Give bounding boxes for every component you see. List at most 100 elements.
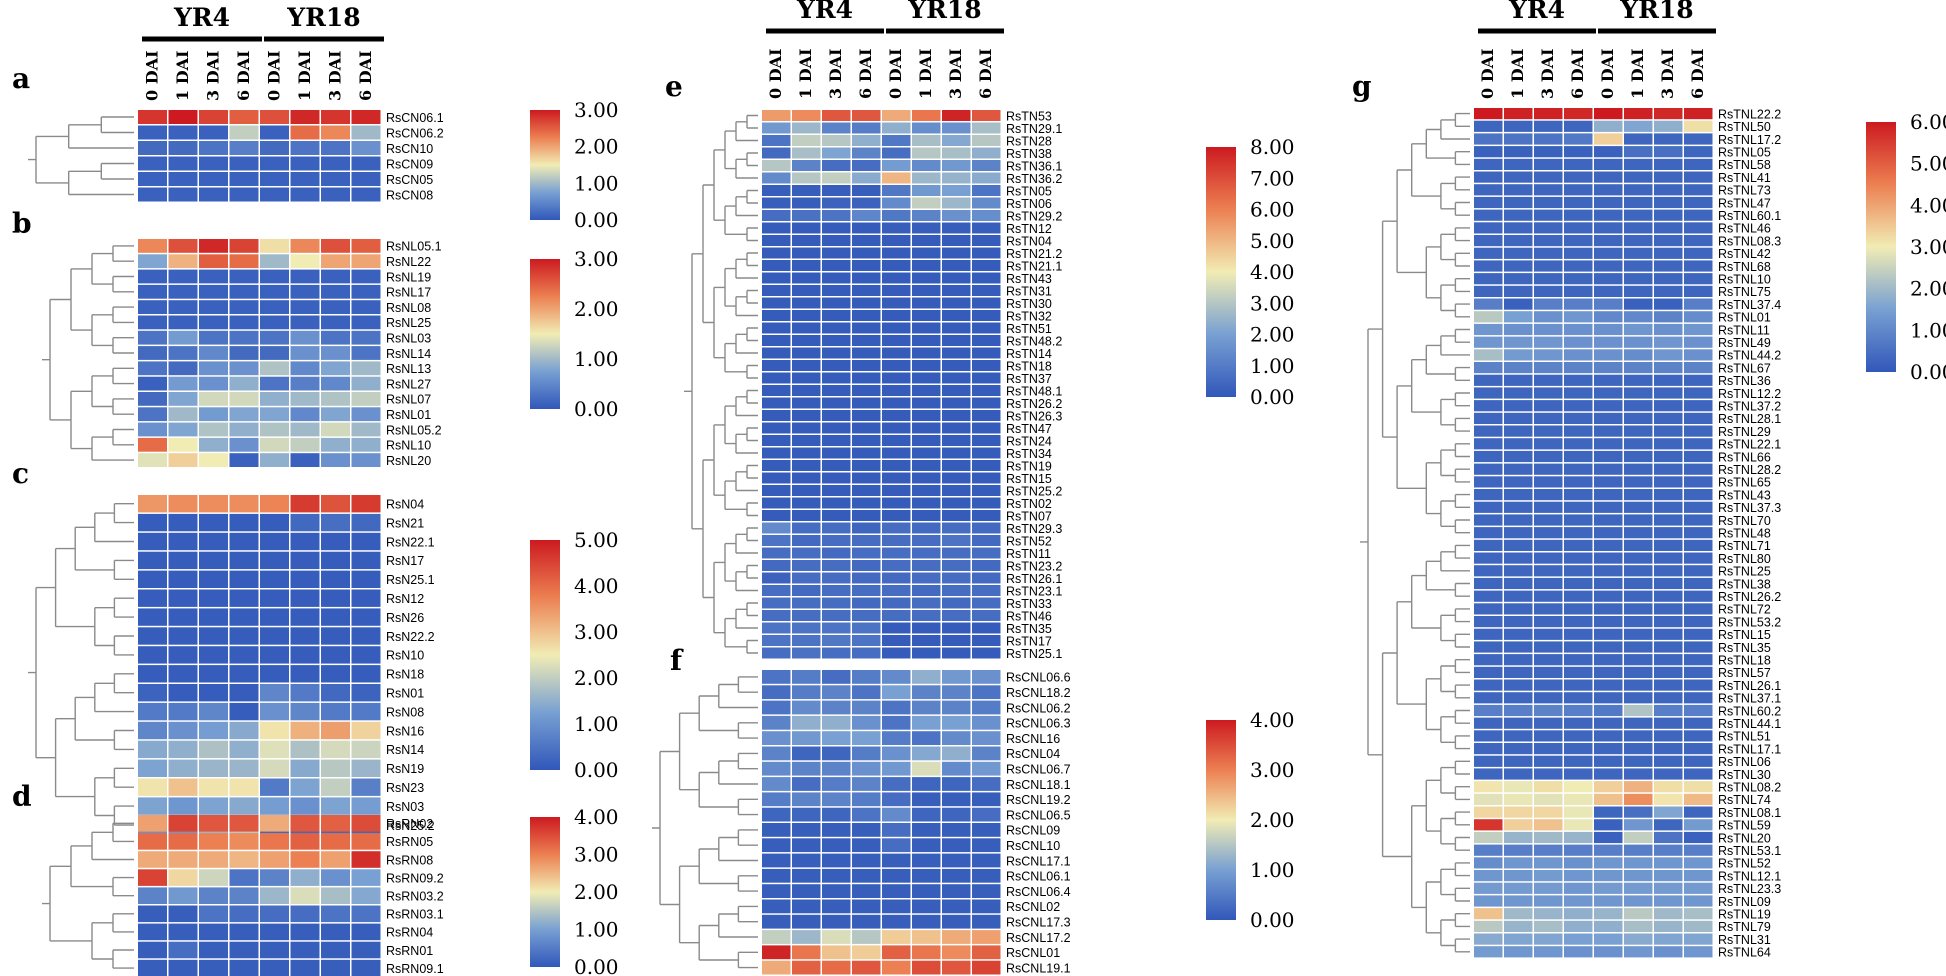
heatmap-cell-g	[1624, 679, 1653, 691]
heatmap-cell-g	[1564, 730, 1593, 742]
heatmap-cell-c	[199, 532, 228, 551]
heatmap-cell-c	[229, 721, 259, 740]
heatmap-cell-f	[822, 670, 851, 684]
heatmap-cell-g	[1594, 171, 1623, 183]
heatmap-cell-e	[942, 585, 971, 596]
heatmap-cell-e	[882, 147, 911, 159]
heatmap-cell-e	[942, 460, 971, 471]
heatmap-cell-g	[1624, 641, 1653, 653]
heatmap-cell-a	[290, 187, 320, 202]
heatmap-cell-g	[1594, 565, 1623, 577]
heatmap-cell-g	[1564, 196, 1593, 209]
heatmap-cell-d	[260, 941, 289, 959]
heatmap-cell-e	[822, 447, 851, 459]
heatmap-cell-e	[972, 435, 1001, 446]
heatmap-cell-e	[882, 535, 911, 546]
heatmap-cell-f	[882, 700, 911, 715]
heatmap-cell-g	[1654, 387, 1683, 399]
heatmap-cell-c	[168, 759, 198, 777]
row-label-c: RsN12	[386, 592, 424, 606]
heatmap-cell-d	[199, 941, 228, 959]
heatmap-cell-f	[762, 746, 791, 761]
heatmap-cell-g	[1504, 463, 1533, 475]
heatmap-cell-g	[1624, 463, 1653, 475]
heatmap-cell-b	[321, 315, 350, 330]
heatmap-cell-a	[260, 156, 289, 171]
heatmap-cell-g	[1594, 908, 1623, 920]
heatmap-cell-c	[199, 797, 228, 815]
heatmap-cell-f	[972, 777, 1001, 791]
heatmap-cell-f	[822, 960, 851, 975]
heatmap-cell-f	[942, 930, 971, 944]
heatmap-cell-b	[260, 346, 289, 360]
heatmap-cell-e	[762, 122, 791, 134]
heatmap-cell-c	[260, 721, 289, 740]
heatmap-cell-c	[351, 797, 381, 815]
heatmap-cell-e	[942, 497, 971, 509]
heatmap-cell-g	[1654, 654, 1683, 666]
row-label-g: RsTNL28.1	[1718, 412, 1781, 426]
heatmap-cell-g	[1624, 857, 1653, 869]
heatmap-cell-a	[290, 141, 320, 155]
heatmap-cell-b	[260, 239, 289, 253]
heatmap-cell-e	[942, 422, 971, 434]
heatmap-cell-g	[1564, 133, 1593, 145]
heatmap-cell-c	[290, 589, 320, 607]
heatmap-cell-g	[1474, 882, 1503, 894]
row-label-c: RsN19	[386, 762, 424, 776]
heatmap-cell-g	[1504, 679, 1533, 691]
heatmap-cell-e	[972, 597, 1001, 609]
heatmap-cell-f	[762, 731, 791, 745]
heatmap-cell-b	[138, 376, 167, 391]
heatmap-cell-g	[1624, 196, 1653, 209]
heatmap-cell-g	[1654, 374, 1683, 386]
row-label-e: RsTN48.1	[1006, 384, 1062, 398]
heatmap-cell-e	[852, 447, 881, 459]
heatmap-cell-e	[852, 147, 881, 159]
heatmap-cell-g	[1564, 844, 1593, 856]
heatmap-cell-e	[972, 272, 1001, 284]
heatmap-cell-g	[1534, 387, 1563, 399]
heatmap-cell-g	[1684, 946, 1713, 958]
heatmap-cell-g	[1654, 755, 1683, 767]
heatmap-cell-d	[351, 941, 381, 959]
heatmap-cell-g	[1504, 400, 1533, 412]
heatmap-cell-e	[882, 635, 911, 646]
heatmap-cell-g	[1534, 311, 1563, 323]
heatmap-cell-g	[1504, 692, 1533, 704]
row-label-g: RsTNL37.4	[1718, 298, 1781, 312]
heatmap-cell-g	[1504, 730, 1533, 742]
row-label-g: RsTNL15	[1718, 628, 1771, 642]
heatmap-cell-f	[912, 792, 941, 807]
heatmap-cell-f	[972, 685, 1001, 700]
heatmap-cell-e	[972, 360, 1001, 371]
heatmap-cell-g	[1594, 298, 1623, 310]
heatmap-cell-e	[852, 135, 881, 146]
heatmap-cell-e	[972, 422, 1001, 434]
heatmap-cell-b	[260, 407, 289, 422]
row-label-e: RsTN23.1	[1006, 584, 1062, 598]
heatmap-cell-g	[1684, 806, 1713, 818]
heatmap-cell-g	[1624, 438, 1653, 450]
heatmap-cell-g	[1504, 895, 1533, 907]
heatmap-cell-e	[852, 535, 881, 546]
heatmap-cell-g	[1624, 819, 1653, 831]
heatmap-cell-e	[762, 385, 791, 396]
column-label-e: 3 DAI	[946, 49, 965, 99]
heatmap-cell-e	[972, 522, 1001, 534]
row-label-f: RsCNL19.1	[1006, 961, 1071, 975]
heatmap-cell-f	[822, 899, 851, 914]
heatmap-cell-e	[792, 247, 821, 259]
heatmap-cell-e	[912, 647, 941, 659]
group-label-a: YR18	[286, 3, 360, 32]
heatmap-cell-f	[792, 731, 821, 745]
heatmap-cell-f	[852, 761, 881, 776]
heatmap-cell-g	[1594, 603, 1623, 615]
heatmap-cell-b	[229, 239, 259, 253]
row-label-e: RsTN17	[1006, 634, 1052, 648]
heatmap-cell-g	[1624, 323, 1653, 336]
heatmap-cell-f	[852, 792, 881, 807]
heatmap-cell-b	[199, 453, 228, 467]
heatmap-cell-g	[1684, 273, 1713, 285]
